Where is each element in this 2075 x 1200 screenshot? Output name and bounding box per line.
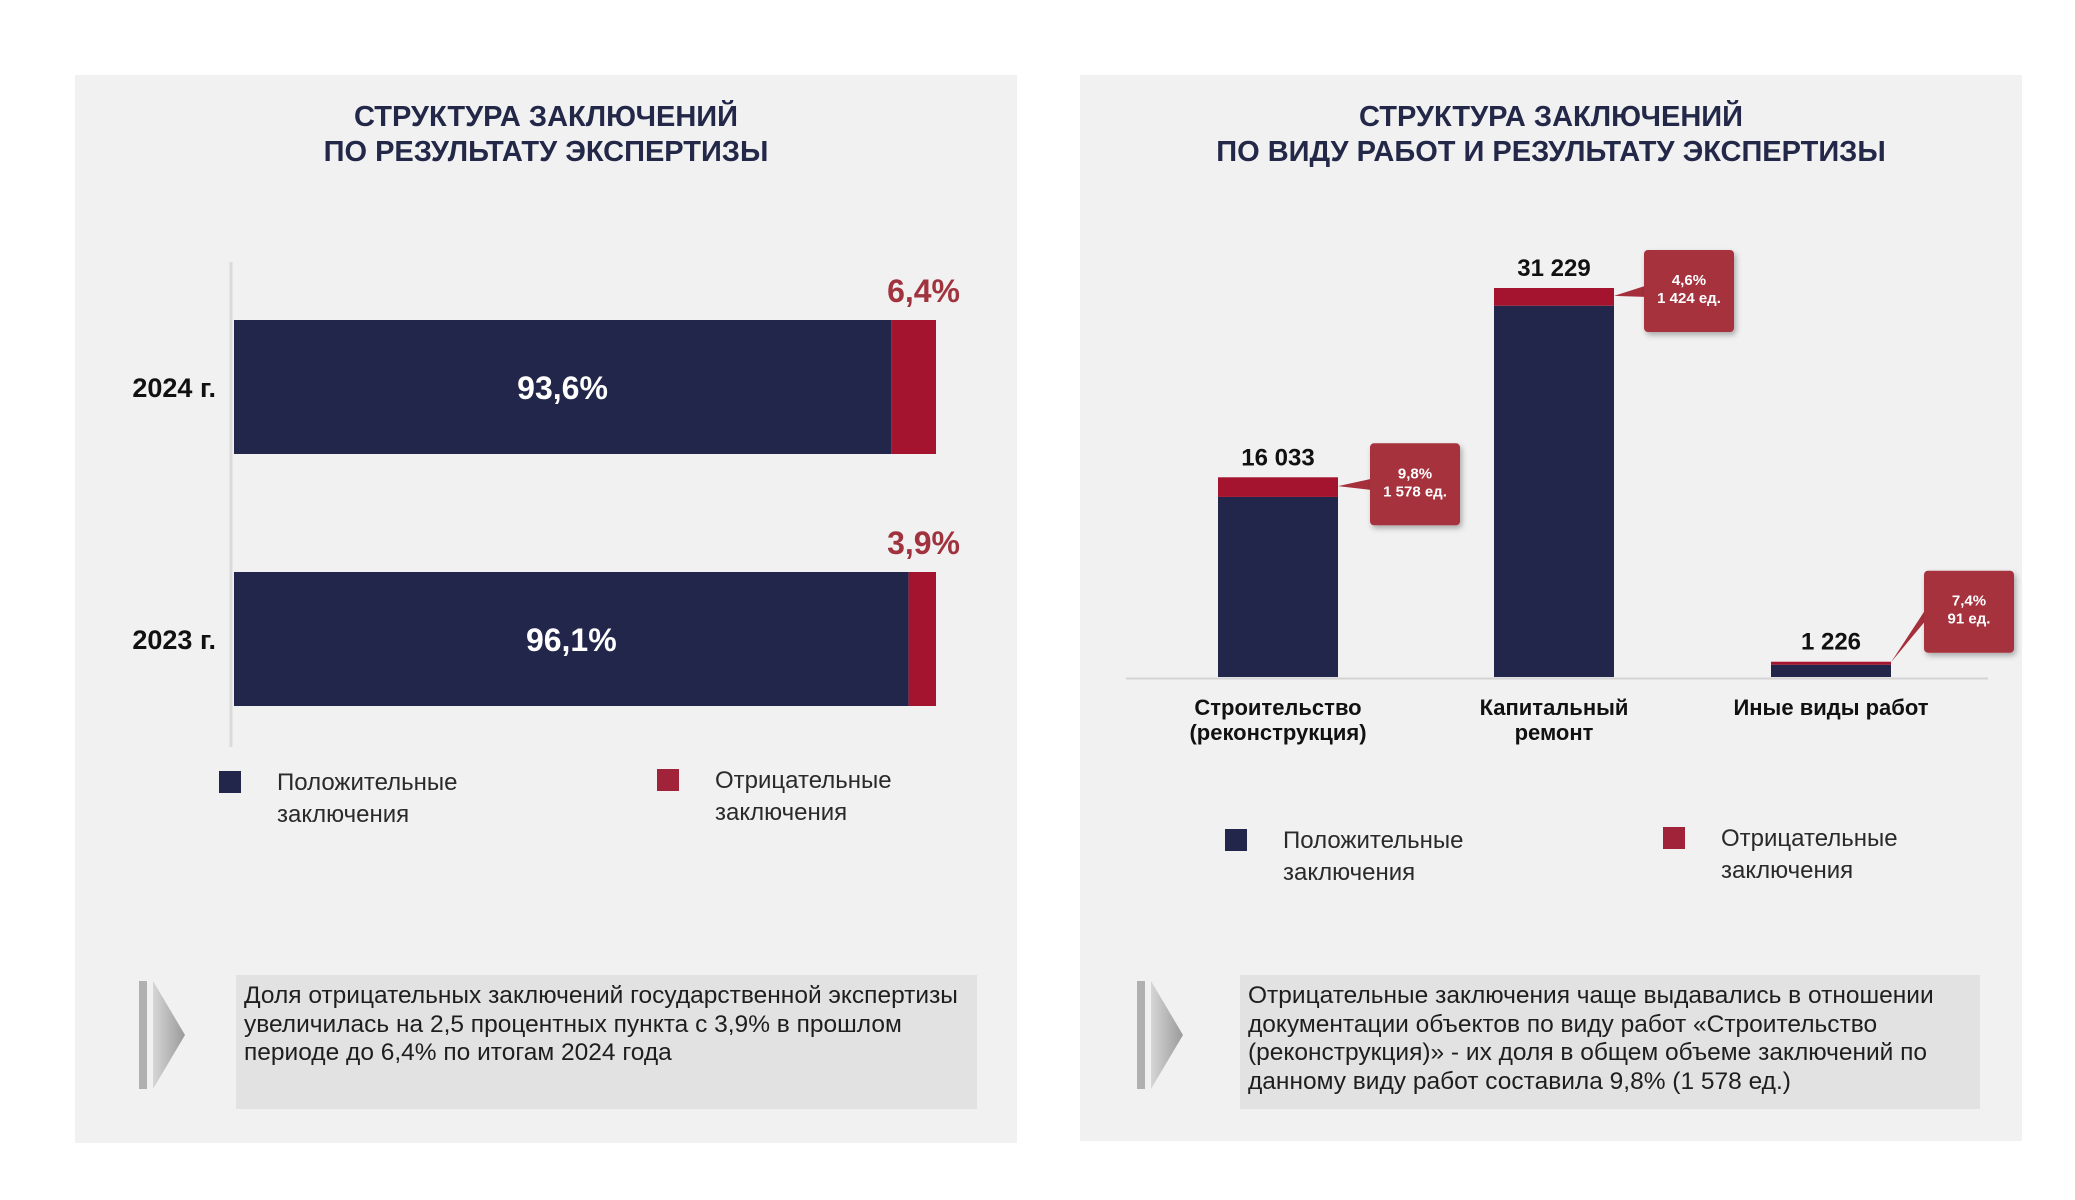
legend-swatch-negative: [657, 769, 679, 791]
legend-label-negative: Отрицательные заключения: [1721, 825, 1898, 884]
bar-negative: [1771, 661, 1891, 665]
bar-negative: [1218, 477, 1338, 497]
left-panel: СТРУКТУРА ЗАКЛЮЧЕНИЙ ПО РЕЗУЛЬТАТУ ЭКСПЕ…: [75, 75, 1017, 1143]
category-label: Строительство: [1194, 695, 1361, 720]
category-label: 2023 г.: [132, 625, 216, 655]
bar-value-label-negative: 6,4%: [887, 273, 960, 309]
right-note-chevron-right-icon: [1137, 981, 1183, 1089]
bar-total-label: 16 033: [1241, 444, 1314, 471]
callout-box: [1370, 443, 1460, 526]
bar-positive: [1771, 664, 1891, 677]
legend-label-positive: Положительные заключения: [1283, 827, 1464, 886]
callout-percent: 4,6%: [1672, 272, 1706, 289]
bar-value-label-negative: 3,9%: [887, 525, 960, 561]
bar-negative: [908, 572, 936, 706]
bar-positive: [1494, 305, 1614, 677]
callout-pointer: [1614, 285, 1648, 297]
bar-total-label: 31 229: [1517, 255, 1590, 282]
legend-label-positive: Положительные заключения: [277, 769, 458, 828]
legend-swatch-positive: [219, 771, 241, 793]
left-note-chevron-right-icon: [139, 981, 185, 1089]
left-chart-title: СТРУКТУРА ЗАКЛЮЧЕНИЙ ПО РЕЗУЛЬТАТУ ЭКСПЕ…: [75, 100, 1017, 170]
callout-count: 91 ед.: [1948, 611, 1991, 628]
right-bar-chart: 16 033Строительство(реконструкция)9,8%1 …: [1126, 250, 2014, 745]
legend-swatch-negative: [1663, 827, 1685, 849]
right-title-line-2: ПО ВИДУ РАБОТ И РЕЗУЛЬТАТУ ЭКСПЕРТИЗЫ: [1216, 136, 1886, 168]
bar-value-label-positive: 93,6%: [517, 370, 608, 406]
right-panel: СТРУКТУРА ЗАКЛЮЧЕНИЙ ПО ВИДУ РАБОТ И РЕЗ…: [1080, 75, 2022, 1141]
bar-positive: [234, 572, 909, 706]
bar-negative: [1494, 288, 1614, 306]
left-title-line-2: ПО РЕЗУЛЬТАТУ ЭКСПЕРТИЗЫ: [323, 136, 769, 168]
right-note: Отрицательные заключения чаще выдавались…: [1240, 975, 1980, 1109]
right-chart-title: СТРУКТУРА ЗАКЛЮЧЕНИЙ ПО ВИДУ РАБОТ И РЕЗ…: [1080, 100, 2022, 170]
callout-percent: 7,4%: [1952, 593, 1986, 610]
callout-count: 1 578 ед.: [1383, 483, 1447, 500]
category-label: ремонт: [1515, 720, 1594, 745]
left-bar-chart: 93,6% 6,4% 2024 г. 96,1% 3,9% 2023 г.: [132, 262, 960, 747]
legend-label-negative: Отрицательные заключения: [715, 767, 892, 826]
right-title-line-1: СТРУКТУРА ЗАКЛЮЧЕНИЙ: [1359, 101, 1743, 133]
callout-percent: 9,8%: [1398, 465, 1432, 482]
bar-positive: [1218, 496, 1338, 677]
callout-box: [1644, 250, 1734, 332]
bar-positive: [234, 320, 892, 454]
category-label: 2024 г.: [132, 373, 216, 403]
category-label: Иные виды работ: [1733, 695, 1928, 720]
bar-total-label: 1 226: [1801, 629, 1861, 656]
callout-count: 1 424 ед.: [1657, 290, 1721, 307]
callout-pointer: [1891, 605, 1928, 663]
left-note: Доля отрицательных заключений государств…: [236, 975, 977, 1109]
legend-swatch-positive: [1225, 829, 1247, 851]
bar-negative: [891, 320, 936, 454]
category-label: (реконструкция): [1189, 720, 1366, 745]
left-title-line-1: СТРУКТУРА ЗАКЛЮЧЕНИЙ: [354, 101, 738, 133]
callout-box: [1924, 570, 2014, 653]
callout-pointer: [1338, 478, 1374, 491]
category-label: Капитальный: [1480, 695, 1629, 720]
bar-value-label-positive: 96,1%: [526, 622, 617, 658]
